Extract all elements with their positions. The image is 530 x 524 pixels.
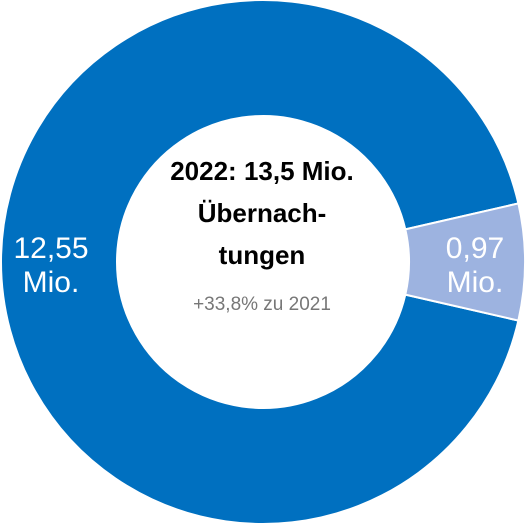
value-label-line: Mio. bbox=[447, 266, 504, 299]
value-label-line: Mio. bbox=[23, 266, 80, 299]
value-label-line: 0,97 bbox=[446, 232, 504, 265]
chart-subtitle: +33,8% zu 2021 bbox=[193, 294, 331, 315]
value-label: 0,97 Mio. bbox=[446, 232, 504, 299]
chart-title: 2022: 13,5 Mio. Übernach­tungen bbox=[170, 156, 354, 270]
donut-slice bbox=[404, 202, 526, 322]
value-label: 12,55 Mio. bbox=[13, 232, 88, 299]
value-label-line: 12,55 bbox=[13, 232, 88, 265]
center-text: 2022: 13,5 Mio. Übernach­tungen +33,8% z… bbox=[165, 150, 359, 316]
